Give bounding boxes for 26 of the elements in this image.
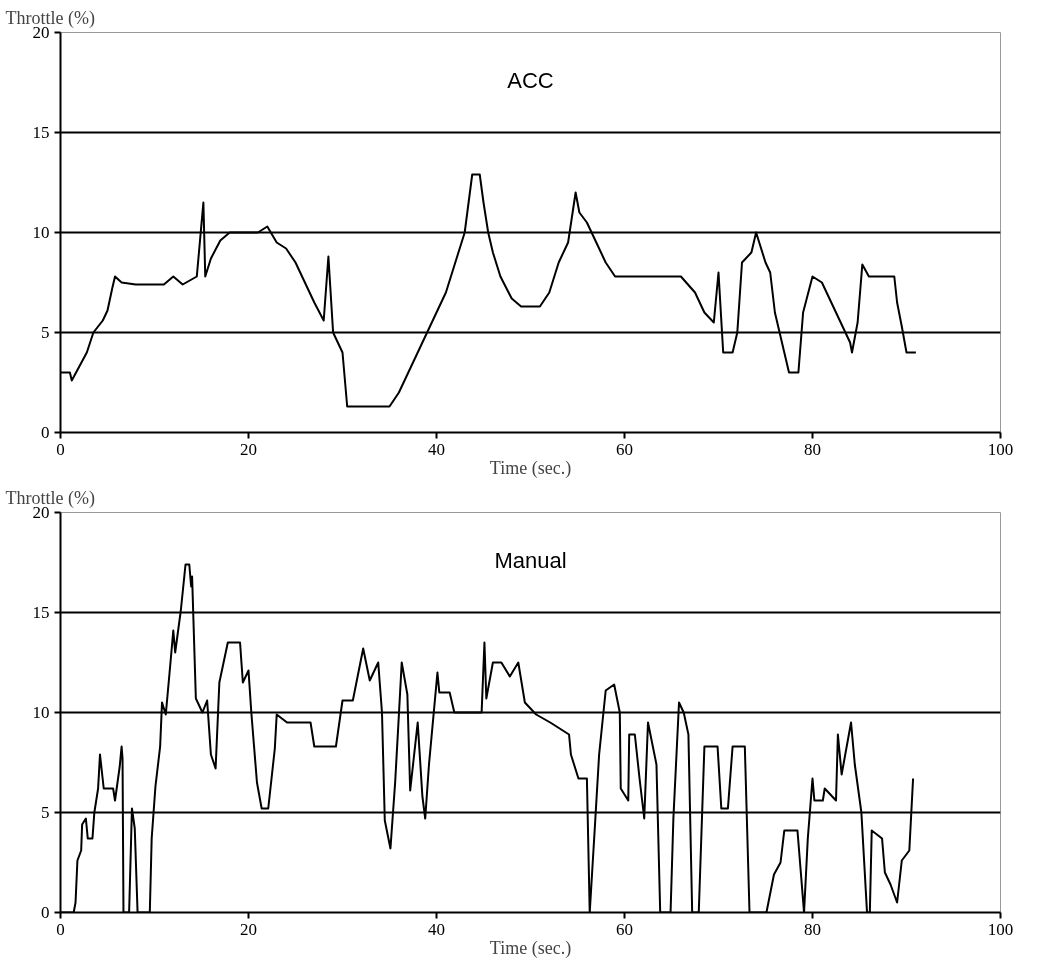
- y-tick-label: 15: [32, 123, 50, 142]
- text: Manual: [494, 547, 567, 573]
- y-tick-label: 5: [41, 803, 50, 822]
- x-tick-label: 20: [240, 919, 257, 939]
- x-axis-title: Time (sec.): [489, 937, 572, 959]
- x-tick-label: 80: [804, 919, 821, 939]
- x-tick-label: 100: [987, 919, 1014, 939]
- y-tick-label: 0: [41, 903, 50, 922]
- y-tick-label: 20: [32, 23, 50, 42]
- x-tick-label: 60: [616, 919, 633, 939]
- text: ACC: [507, 67, 554, 93]
- x-tick-label: 40: [428, 919, 445, 939]
- x-tick-label: 40: [428, 439, 445, 459]
- x-tick-label: 80: [804, 439, 821, 459]
- x-axis-title: Time (sec.): [489, 457, 572, 479]
- x-tick-label: 20: [240, 439, 257, 459]
- y-tick-label: 15: [32, 603, 50, 622]
- x-tick-label: 0: [56, 919, 65, 939]
- y-tick-label: 5: [41, 323, 50, 342]
- x-tick-label: 100: [987, 439, 1014, 459]
- y-tick-label: 10: [32, 223, 50, 242]
- y-tick-label: 20: [32, 503, 50, 522]
- x-tick-label: 60: [616, 439, 633, 459]
- x-tick-label: 0: [56, 439, 65, 459]
- y-tick-label: 10: [32, 703, 50, 722]
- y-tick-label: 0: [41, 423, 50, 442]
